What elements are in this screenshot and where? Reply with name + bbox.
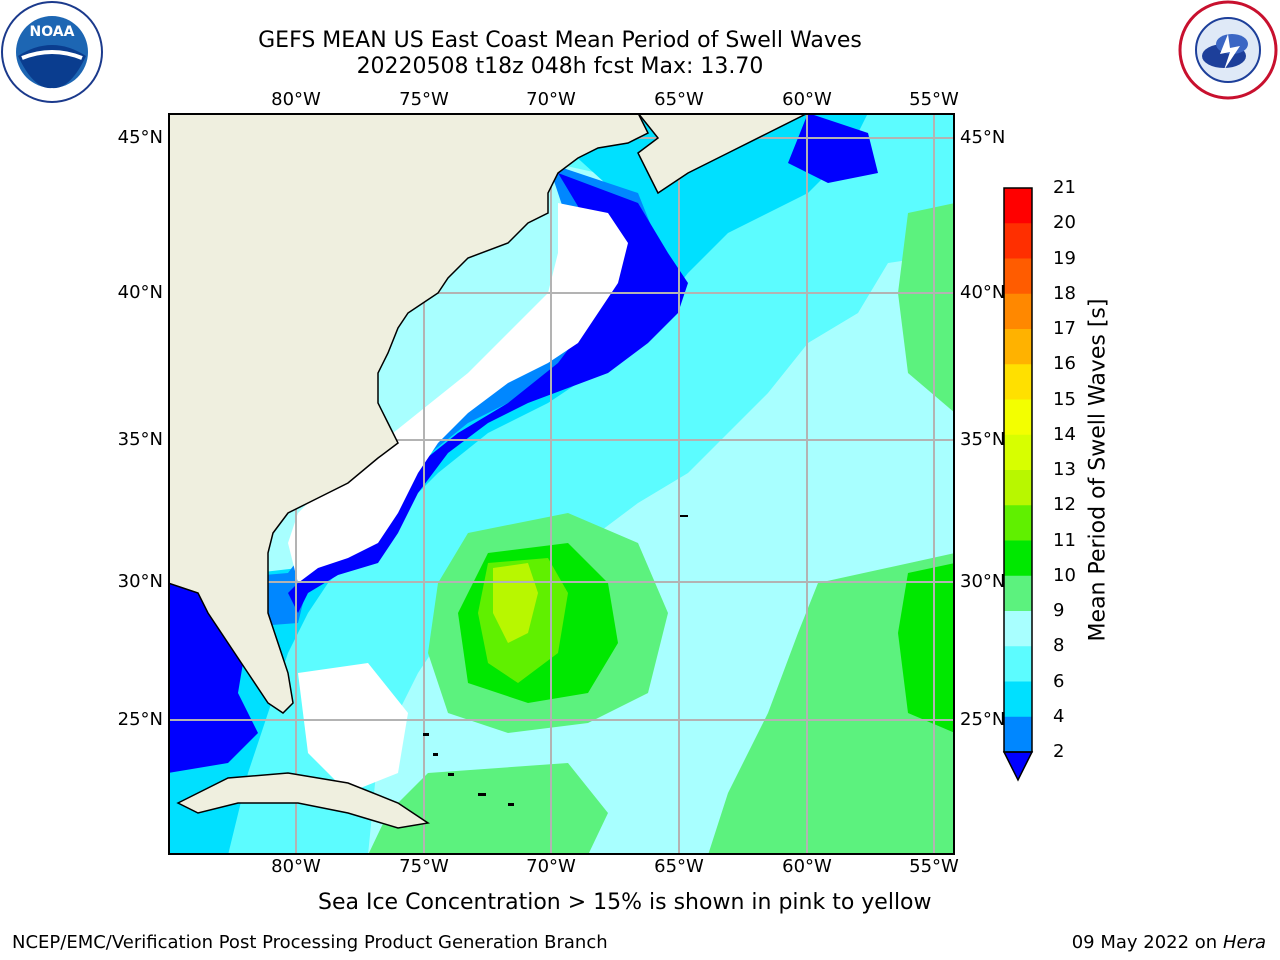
lat-label-left-40n: 40°N xyxy=(117,282,163,303)
colorbar-tick-label: 4 xyxy=(1053,705,1065,727)
no-data-shelf xyxy=(288,203,628,583)
colorbar-cell xyxy=(1004,188,1032,224)
colorbar-tick-label: 10 xyxy=(1053,564,1076,586)
chart-subtitle: 20220508 t18z 048h fcst Max: 13.70 xyxy=(356,54,764,79)
land-cuba xyxy=(176,772,430,829)
colorbar-cell xyxy=(1004,681,1032,718)
lon-label-top-55w: 55°W xyxy=(909,89,959,110)
colorbar-label: Mean Period of Swell Waves [s] xyxy=(1085,298,1111,642)
lon-label-top-70w: 70°W xyxy=(526,89,576,110)
lat-label-left-35n: 35°N xyxy=(117,429,163,450)
machine-name: Hera xyxy=(1222,932,1266,953)
swell-band-9-10s-south xyxy=(368,763,608,855)
lon-label-bottom-75w: 75°W xyxy=(399,856,449,877)
swell-band-9-10s-east xyxy=(708,553,955,855)
colorbar-tick-label: 20 xyxy=(1053,212,1076,234)
colorbar-under-triangle xyxy=(1002,751,1034,782)
lon-label-bottom-65w: 65°W xyxy=(654,856,704,877)
colorbar-cell xyxy=(1004,293,1032,330)
map-frame xyxy=(168,113,955,855)
lat-label-left-30n: 30°N xyxy=(117,571,163,592)
sea-ice-note: Sea Ice Concentration > 15% is shown in … xyxy=(318,890,932,915)
colorbar-cell xyxy=(1004,258,1032,295)
lon-label-bottom-70w: 70°W xyxy=(526,856,576,877)
date-line: 09 May 2022 on Hera xyxy=(1072,932,1266,953)
colorbar-cell xyxy=(1004,505,1032,541)
lon-label-top-75w: 75°W xyxy=(399,89,449,110)
nws-logo-icon xyxy=(1178,0,1278,100)
colorbar-tick-label: 21 xyxy=(1053,177,1076,198)
lon-label-top-60w: 60°W xyxy=(782,89,832,110)
colorbar xyxy=(1002,187,1034,782)
chart-title: GEFS MEAN US East Coast Mean Period of S… xyxy=(258,28,862,53)
colorbar-cell xyxy=(1004,646,1032,682)
colorbar-cell xyxy=(1004,540,1032,577)
colorbar-tick-label: 15 xyxy=(1053,388,1076,410)
colorbar-tick-label: 18 xyxy=(1053,282,1076,304)
islands xyxy=(423,515,688,806)
swell-band-10-11s-east xyxy=(898,563,955,733)
colorbar-cell xyxy=(1004,364,1032,400)
land-us-east xyxy=(168,113,650,714)
swell-period-map xyxy=(168,113,955,855)
lon-label-top-65w: 65°W xyxy=(654,89,704,110)
svg-text:NOAA: NOAA xyxy=(30,24,75,40)
colorbar-cell xyxy=(1004,329,1032,365)
colorbar-cell xyxy=(1004,611,1032,647)
colorbar-tick-label: 8 xyxy=(1053,635,1065,657)
colorbar-tick-label: 19 xyxy=(1053,247,1076,269)
colorbar-frame xyxy=(1003,187,1033,753)
colorbar-tick-label: 11 xyxy=(1053,529,1076,551)
colorbar-cell xyxy=(1004,716,1032,753)
colorbar-cell xyxy=(1004,434,1032,471)
swell-band-under-2s-ne xyxy=(788,113,878,183)
date-text: 09 May 2022 on xyxy=(1071,932,1218,953)
lat-label-right-25n: 25°N xyxy=(960,709,1006,730)
colorbar-tick-label: 13 xyxy=(1053,459,1076,480)
colorbar-cell xyxy=(1004,223,1032,259)
lat-label-left-25n: 25°N xyxy=(117,709,163,730)
colorbar-tick-label: 16 xyxy=(1053,353,1076,375)
land-nova-scotia xyxy=(637,113,809,195)
colorbar-cell xyxy=(1004,575,1032,612)
credit-line: NCEP/EMC/Verification Post Processing Pr… xyxy=(12,932,608,953)
lat-label-right-35n: 35°N xyxy=(960,429,1006,450)
colorbar-tick-label: 6 xyxy=(1053,670,1065,692)
colorbar-tick-label: 9 xyxy=(1053,600,1065,621)
lat-label-right-30n: 30°N xyxy=(960,571,1006,592)
colorbar-tick-label: 12 xyxy=(1053,494,1076,516)
lon-label-top-80w: 80°W xyxy=(271,89,321,110)
swell-band-9-10s-ne xyxy=(898,203,955,413)
colorbar-cell xyxy=(1004,470,1032,506)
lon-label-bottom-60w: 60°W xyxy=(782,856,832,877)
lat-label-right-40n: 40°N xyxy=(960,282,1006,303)
colorbar-tick-label: 2 xyxy=(1053,741,1065,762)
lat-label-left-45n: 45°N xyxy=(117,127,163,148)
noaa-logo-icon: NOAA xyxy=(0,0,104,104)
lat-label-right-45n: 45°N xyxy=(960,127,1006,148)
colorbar-cell xyxy=(1004,399,1032,436)
colorbar-tick-label: 17 xyxy=(1053,318,1076,339)
lon-label-bottom-80w: 80°W xyxy=(271,856,321,877)
no-data-bahamas xyxy=(298,663,408,793)
lon-label-bottom-55w: 55°W xyxy=(909,856,959,877)
colorbar-tick-label: 14 xyxy=(1053,423,1076,445)
